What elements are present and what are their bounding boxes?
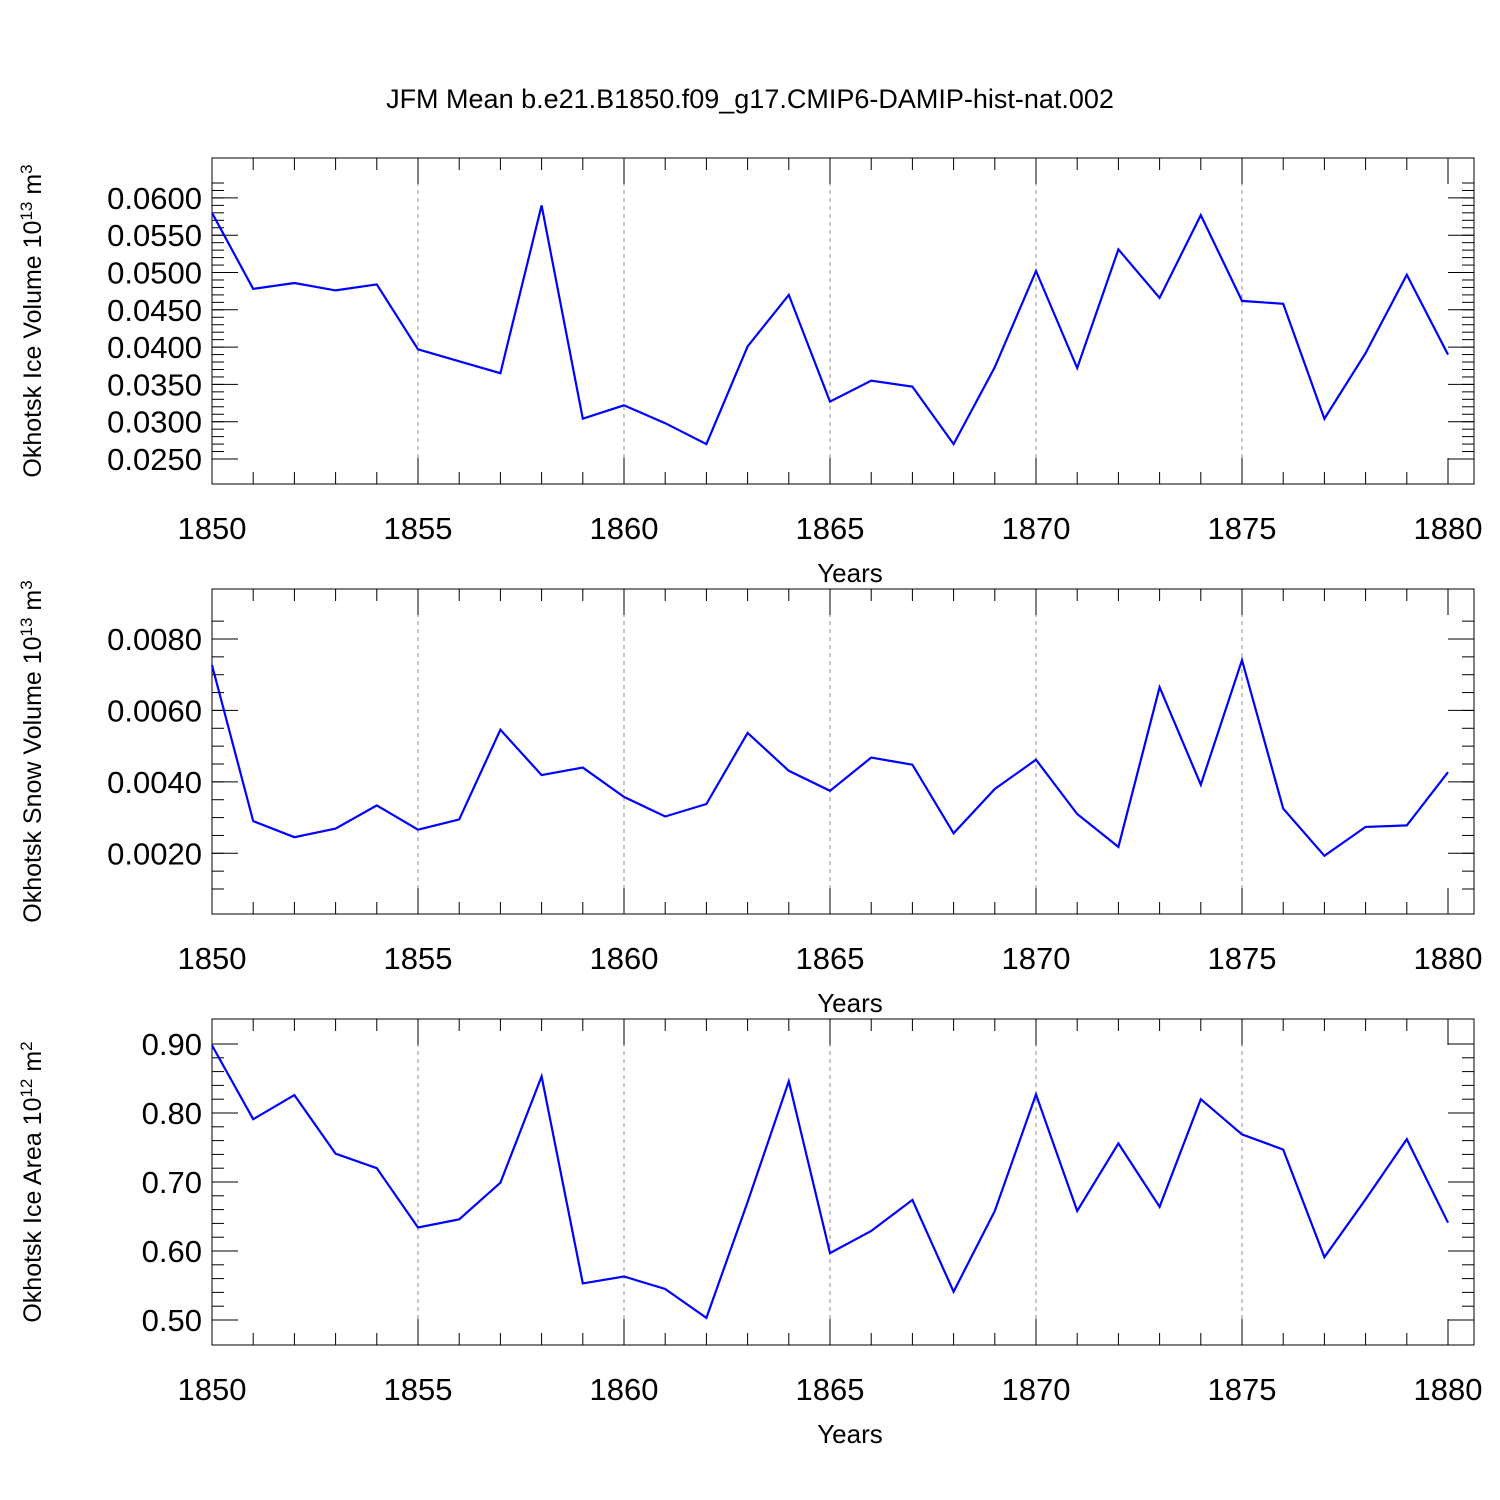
y-tick-label: 0.90 — [142, 1027, 202, 1062]
y-axis-label: Okhotsk Ice Volume 1013 m3 — [17, 164, 47, 477]
x-tick-label: 1865 — [796, 1372, 865, 1407]
x-tick-label: 1875 — [1208, 1372, 1277, 1407]
panel-1: 0.02500.03000.03500.04000.04500.05000.05… — [17, 157, 1483, 588]
y-tick-label: 0.0350 — [107, 367, 202, 402]
x-tick-label: 1855 — [384, 511, 453, 546]
y-tick-label: 0.0500 — [107, 256, 202, 291]
y-tick-label: 0.60 — [142, 1234, 202, 1269]
x-tick-label: 1850 — [178, 1372, 247, 1407]
y-tick-label: 0.0020 — [107, 836, 202, 871]
x-tick-label: 1855 — [384, 1372, 453, 1407]
x-tick-label: 1865 — [796, 511, 865, 546]
figure-title: JFM Mean b.e21.B1850.f09_g17.CMIP6-DAMIP… — [386, 84, 1114, 114]
y-tick-label: 0.0450 — [107, 293, 202, 328]
y-axis-label: Okhotsk Ice Area 1012 m2 — [17, 1041, 47, 1322]
y-tick-label: 0.70 — [142, 1165, 202, 1200]
y-tick-label: 0.0300 — [107, 405, 202, 440]
x-tick-label: 1870 — [1002, 511, 1071, 546]
plot-frame — [211, 588, 1475, 915]
x-axis-label: Years — [817, 988, 883, 1018]
x-tick-label: 1880 — [1414, 941, 1483, 976]
panel-3: 0.50 0.60 0.70 0.80 0.90 1850 1855 1860 1865 1870… — [17, 1018, 1483, 1449]
x-tick-label: 1870 — [1002, 1372, 1071, 1407]
y-axis-label: Okhotsk Snow Volume 1013 m3 — [17, 580, 47, 922]
x-tick-label: 1880 — [1414, 1372, 1483, 1407]
x-tick-label: 1880 — [1414, 511, 1483, 546]
x-tick-label: 1860 — [590, 941, 659, 976]
x-tick-label: 1850 — [178, 941, 247, 976]
x-axis-label: Years — [817, 558, 883, 588]
y-tick-label: 0.50 — [142, 1303, 202, 1338]
x-tick-label: 1850 — [178, 511, 247, 546]
x-tick-label: 1855 — [384, 941, 453, 976]
x-tick-label: 1875 — [1208, 941, 1277, 976]
panel-2: 0.0020 0.0040 0.0060 0.0080 1850 1855 1860 1865… — [17, 580, 1482, 1018]
y-tick-label: 0.0550 — [107, 218, 202, 253]
x-tick-label: 1865 — [796, 941, 865, 976]
y-tick-label: 0.0080 — [107, 622, 202, 657]
y-tick-label: 0.0600 — [107, 181, 202, 216]
x-axis-label: Years — [817, 1419, 883, 1449]
x-tick-label: 1875 — [1208, 511, 1277, 546]
x-tick-label: 1860 — [590, 1372, 659, 1407]
x-tick-label: 1870 — [1002, 941, 1071, 976]
y-tick-label: 0.0040 — [107, 765, 202, 800]
y-tick-label: 0.80 — [142, 1096, 202, 1131]
x-tick-label: 1860 — [590, 511, 659, 546]
y-tick-label: 0.0250 — [107, 442, 202, 477]
plot-frame — [211, 157, 1475, 485]
y-tick-label: 0.0060 — [107, 693, 202, 728]
y-tick-label: 0.0400 — [107, 330, 202, 365]
